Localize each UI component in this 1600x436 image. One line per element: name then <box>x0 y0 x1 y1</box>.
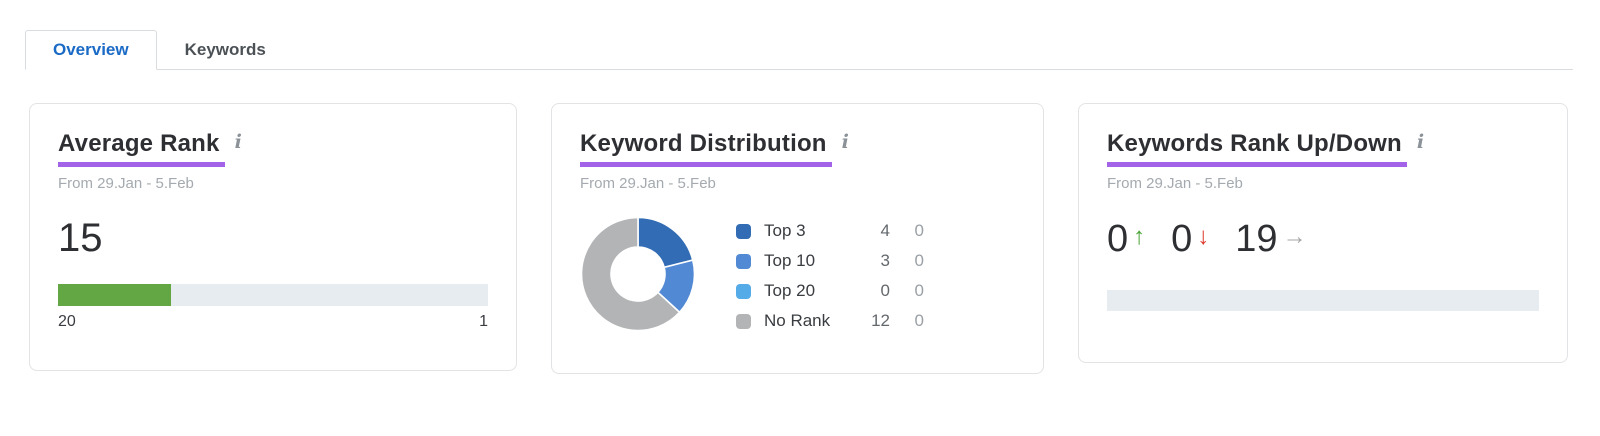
arrow-up-icon: ↑ <box>1133 223 1146 250</box>
info-icon[interactable]: i <box>841 131 849 153</box>
rank-up-group: 0 ↑ <box>1107 220 1145 258</box>
card-keyword-distribution: Keyword Distribution i From 29.Jan - 5.Fe… <box>551 103 1044 374</box>
legend-value-current: 4 <box>880 221 890 240</box>
legend-row-top-20: Top 20 0 0 <box>736 276 924 306</box>
card-header: Average Rank i <box>58 130 488 167</box>
card-header: Keywords Rank Up/Down i <box>1107 130 1539 167</box>
date-range: From 29.Jan - 5.Feb <box>1107 175 1243 192</box>
rank-up-value: 0 <box>1107 218 1129 260</box>
bar-scale-left: 20 <box>58 313 76 330</box>
distribution-body: Top 3 4 0 Top 10 3 0 Top 20 0 0 No Rank 12 0 <box>580 216 1015 336</box>
rank-unchanged-value: 19 <box>1235 218 1278 260</box>
date-range: From 29.Jan - 5.Feb <box>580 175 716 192</box>
page-root: Overview Keywords Average Rank i From 29.… <box>0 30 1600 374</box>
legend-value-current: 3 <box>880 251 890 270</box>
rank-down-value: 0 <box>1171 218 1193 260</box>
donut-segment-no-rank <box>580 216 681 332</box>
date-range: From 29.Jan - 5.Feb <box>58 175 194 192</box>
tab-overview[interactable]: Overview <box>25 30 157 70</box>
card-keywords-rank-up-down: Keywords Rank Up/Down i From 29.Jan - 5.F… <box>1078 103 1568 363</box>
legend-chip-icon <box>736 223 751 239</box>
legend-label: Top 3 <box>764 221 806 240</box>
card-header: Keyword Distribution i <box>580 130 1015 167</box>
average-rank-bar-track <box>58 284 488 306</box>
arrow-right-icon: → <box>1282 223 1307 250</box>
bar-scale-labels: 20 1 <box>58 313 488 331</box>
tab-overview-label: Overview <box>53 40 129 59</box>
legend-chip-icon <box>736 283 751 299</box>
cards-row: Average Rank i From 29.Jan - 5.Feb 15 20 … <box>29 103 1600 374</box>
legend-value-change: 0 <box>914 251 924 270</box>
legend-value-change: 0 <box>914 221 924 240</box>
legend-label: No Rank <box>764 311 831 330</box>
average-rank-value: 15 <box>58 216 103 260</box>
legend-value-change: 0 <box>914 281 924 300</box>
legend-value-change: 0 <box>914 311 924 330</box>
legend-row-top-3: Top 3 4 0 <box>736 216 924 246</box>
tab-keywords-label: Keywords <box>184 40 266 59</box>
info-icon[interactable]: i <box>1416 131 1425 153</box>
donut-chart <box>580 216 696 332</box>
legend-value-current: 12 <box>871 311 890 330</box>
rank-change-bar-track <box>1107 290 1539 311</box>
legend-chip-icon <box>736 313 751 329</box>
arrow-down-icon: ↓ <box>1197 223 1210 250</box>
rank-unchanged-group: 19 → <box>1235 220 1306 258</box>
legend-label: Top 10 <box>764 251 816 270</box>
bar-scale-right: 1 <box>479 313 488 330</box>
card-average-rank: Average Rank i From 29.Jan - 5.Feb 15 20 … <box>29 103 517 371</box>
rank-down-group: 0 ↓ <box>1171 220 1209 258</box>
average-rank-bar-fill <box>58 284 172 306</box>
legend-label: Top 20 <box>764 281 816 300</box>
legend-row-top-10: Top 10 3 0 <box>736 246 924 276</box>
rank-change-row: 0 ↑ 0 ↓ 19 → <box>1107 220 1539 258</box>
distribution-legend: Top 3 4 0 Top 10 3 0 Top 20 0 0 No Rank 12 0 <box>736 216 924 336</box>
average-rank-title: Average Rank <box>58 130 225 167</box>
legend-chip-icon <box>736 253 751 269</box>
keyword-distribution-title: Keyword Distribution <box>580 130 832 167</box>
legend-value-current: 0 <box>880 281 890 300</box>
tab-bar: Overview Keywords <box>25 30 1573 70</box>
tab-keywords[interactable]: Keywords <box>157 30 294 70</box>
legend-row-no-rank: No Rank 12 0 <box>736 306 924 336</box>
donut-segment-top-3 <box>637 216 694 269</box>
keywords-rank-title: Keywords Rank Up/Down <box>1107 130 1407 167</box>
info-icon[interactable]: i <box>234 131 242 153</box>
